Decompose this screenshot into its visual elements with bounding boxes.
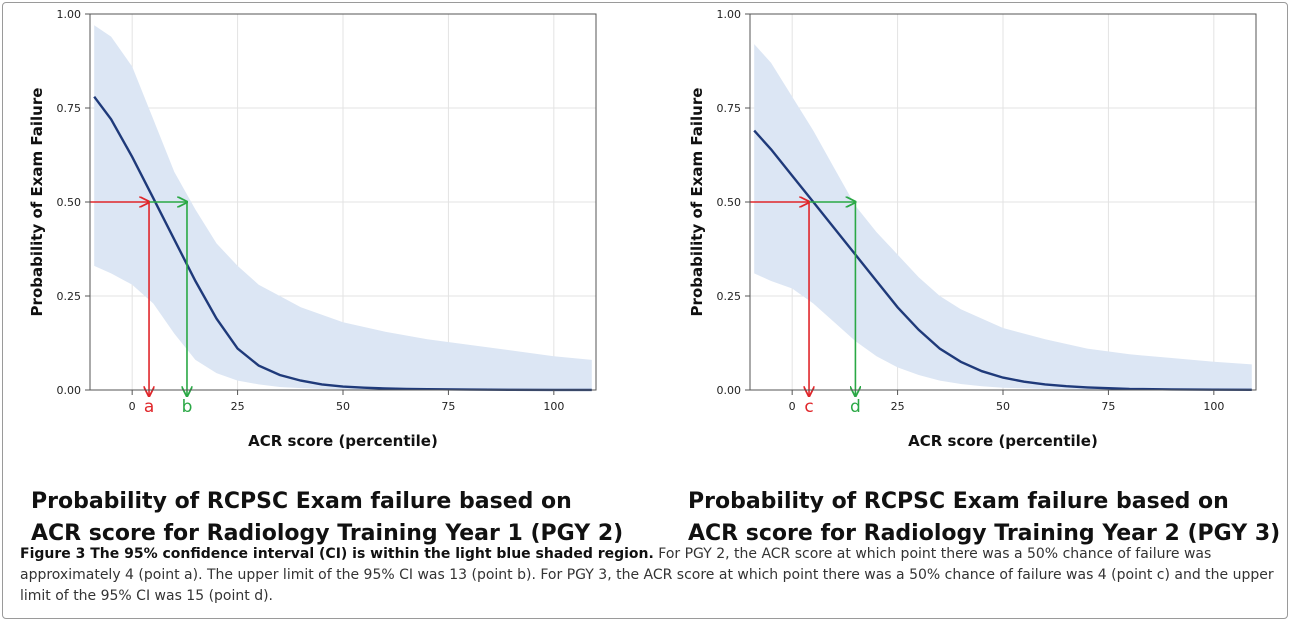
y-tick-label: 0.75 <box>717 102 742 115</box>
chart-title-line: ACR score for Radiology Training Year 1 … <box>31 521 624 546</box>
y-tick-label: 0.50 <box>57 196 82 209</box>
fit-curve <box>753 129 1252 391</box>
x-tick-label: 100 <box>1203 400 1224 413</box>
confidence-band <box>754 44 1252 390</box>
y-axis-label: Probability of Exam Failure <box>688 88 706 317</box>
annotation-label-c: c <box>804 397 813 417</box>
chart-title-pgy3: Probability of RCPSC Exam failure based … <box>688 486 1292 550</box>
chart-pgy2-svg: 0.00 0.25 0.50 0.75 1.00 0 25 50 75 100 a b ACR scor… <box>28 8 597 450</box>
y-tick-label: 0.75 <box>57 102 82 115</box>
y-tick-label: 0.25 <box>717 290 742 303</box>
y-tick-label: 1.00 <box>717 8 742 21</box>
x-tick-label: 0 <box>789 400 796 413</box>
chart-title-line: Probability of RCPSC Exam failure based … <box>31 489 572 514</box>
confidence-band <box>94 25 592 391</box>
chart-title-line: ACR score for Radiology Training Year 2 … <box>688 521 1281 546</box>
caption-text: For PGY 2, the ACR score at which point … <box>20 546 1274 604</box>
x-tick-label: 75 <box>1101 400 1115 413</box>
y-tick-label: 1.00 <box>57 8 82 21</box>
y-tick-label: 0.50 <box>717 196 742 209</box>
y-tick-label: 0.00 <box>717 384 742 397</box>
chart-title-pgy2: Probability of RCPSC Exam failure based … <box>31 486 671 550</box>
chart-title-line: Probability of RCPSC Exam failure based … <box>688 489 1229 514</box>
figure-caption: Figure 3 The 95% confidence interval (CI… <box>20 544 1278 607</box>
x-axis-label: ACR score (percentile) <box>908 432 1098 450</box>
annotation-label-d: d <box>850 397 861 417</box>
chart-pgy3: 0.00 0.25 0.50 0.75 1.00 0 25 50 75 100 c d ACR scor… <box>668 6 1268 456</box>
x-tick-label: 50 <box>336 400 350 413</box>
x-tick-label: 25 <box>231 400 245 413</box>
chart-pgy2: 0.00 0.25 0.50 0.75 1.00 0 25 50 75 100 a b ACR scor… <box>8 6 608 456</box>
x-axis-label: ACR score (percentile) <box>248 432 438 450</box>
annotation-label-a: a <box>144 397 154 417</box>
y-tick-label: 0.25 <box>57 290 82 303</box>
y-tick-label: 0.00 <box>57 384 82 397</box>
fit-curve <box>93 95 592 392</box>
x-tick-label: 0 <box>129 400 136 413</box>
x-tick-label: 75 <box>441 400 455 413</box>
x-tick-label: 100 <box>543 400 564 413</box>
y-axis-label: Probability of Exam Failure <box>28 88 46 317</box>
chart-pgy3-svg: 0.00 0.25 0.50 0.75 1.00 0 25 50 75 100 c d ACR scor… <box>688 8 1257 450</box>
annotation-label-b: b <box>182 397 193 417</box>
x-tick-label: 50 <box>996 400 1010 413</box>
caption-lead: Figure 3 The 95% confidence interval (CI… <box>20 546 654 562</box>
x-tick-label: 25 <box>891 400 905 413</box>
